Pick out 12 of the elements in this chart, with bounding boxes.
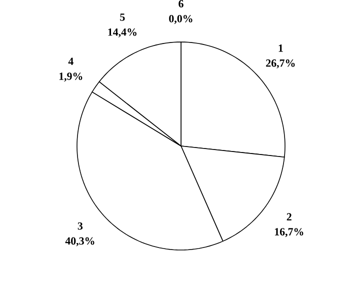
slice-label: 2	[286, 213, 292, 220]
data-label: 1,9%	[59, 72, 82, 82]
data-label: 26,7%	[266, 59, 295, 68]
data-label: 14,4%	[108, 28, 136, 38]
slice-label: 1	[278, 44, 283, 52]
data-label: 16,7%	[274, 228, 304, 238]
data-label: 40,3%	[65, 237, 94, 246]
text: 0,0%	[169, 14, 192, 24]
slice-label: 3	[78, 222, 83, 230]
category-label: 6	[178, 0, 184, 8]
slice-label: 4	[68, 58, 74, 65]
slice-label: 5	[120, 14, 125, 21]
